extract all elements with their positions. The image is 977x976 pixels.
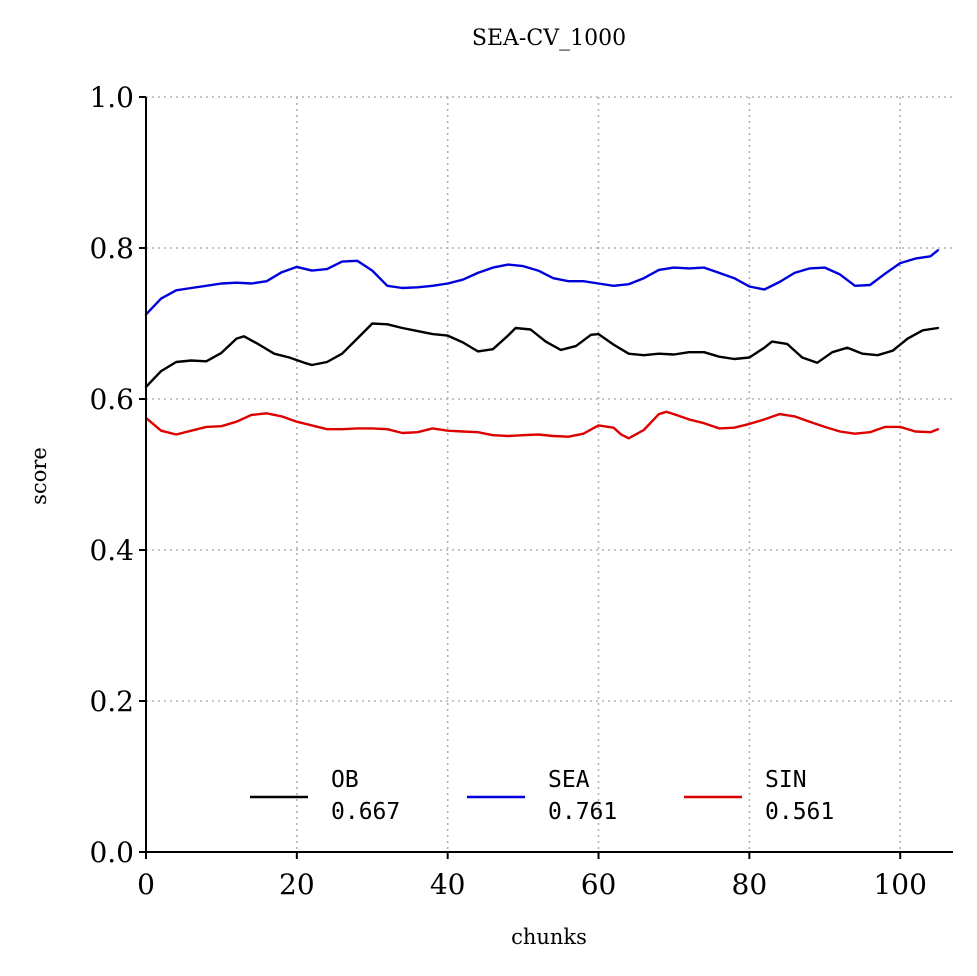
y-tick-label: 1.0: [89, 81, 134, 114]
legend-series-value: 0.561: [765, 799, 834, 825]
series-line-sin: [144, 410, 940, 440]
y-tick-label: 0.4: [89, 534, 134, 567]
x-tick-label: 60: [581, 868, 617, 901]
legend-series-name: SEA: [548, 767, 590, 793]
legend: OB 0.667 SEA 0.761 SIN 0.561: [250, 767, 834, 825]
y-tick-label: 0.6: [89, 383, 134, 416]
series-line-sea: [144, 249, 940, 316]
x-tick-label: 100: [873, 868, 926, 901]
legend-series-name: SIN: [765, 767, 807, 793]
y-tick-label: 0.2: [89, 685, 134, 718]
x-tick-label: 40: [430, 868, 466, 901]
chart-title: SEA-CV_1000: [472, 26, 626, 51]
legend-series-value: 0.667: [331, 799, 400, 825]
x-axis-label: chunks: [511, 925, 587, 949]
series-lines: [144, 249, 940, 440]
grid-lines: [146, 96, 953, 852]
series-line-ob: [144, 322, 940, 389]
y-axis-label: score: [27, 447, 51, 505]
y-tick-label: 0.8: [89, 232, 134, 265]
x-tick-label: 20: [279, 868, 315, 901]
x-tick-label: 80: [732, 868, 768, 901]
x-tick-label: 0: [137, 868, 155, 901]
y-tick-label: 0.0: [89, 836, 134, 869]
legend-series-value: 0.761: [548, 799, 617, 825]
legend-series-name: OB: [331, 767, 359, 793]
axis-ticks: 0 20 40 60 80 100 0.0 0.2 0.4 0.6 0.8 1.0: [89, 81, 926, 901]
